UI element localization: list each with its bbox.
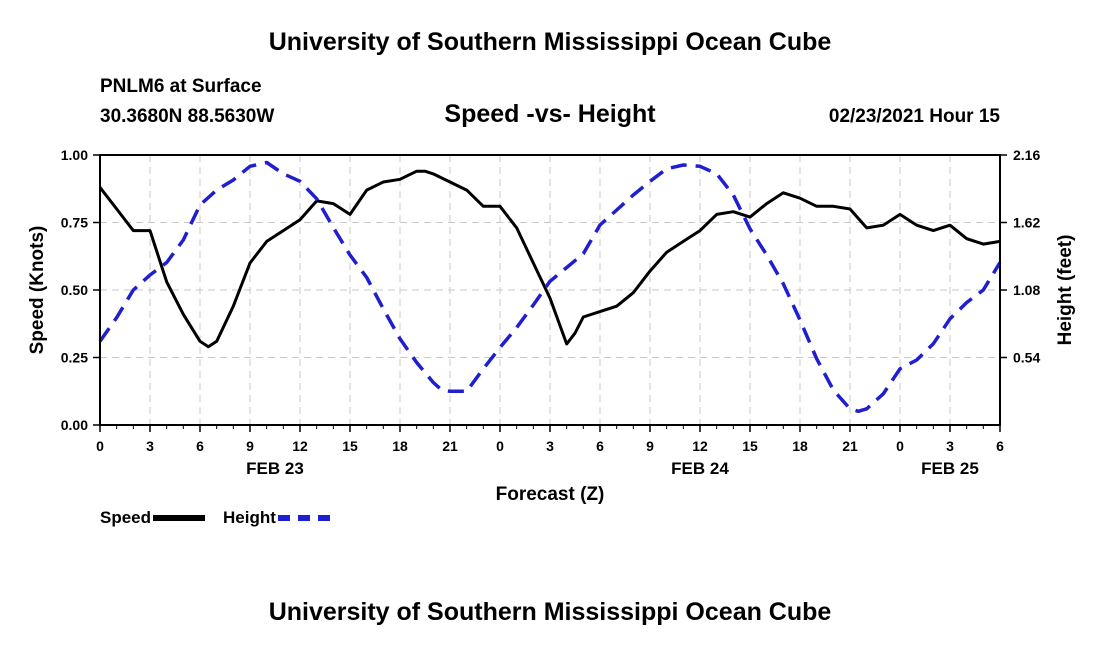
legend-speed-label: Speed (100, 508, 152, 527)
y-tick-label: 0.00 (61, 417, 88, 433)
x-tick-label: 15 (342, 438, 358, 454)
x-tick-label: 0 (496, 438, 504, 454)
coordinates-label: 30.3680N 88.5630W (100, 106, 275, 127)
x-tick-label: 0 (96, 438, 104, 454)
y2-tick-label: 2.16 (1013, 147, 1040, 163)
forecast-datetime: 02/23/2021 Hour 15 (828, 106, 1000, 127)
day-label: FEB 24 (671, 459, 729, 478)
x-tick-label: 3 (146, 438, 154, 454)
speed-series-line (98, 169, 1001, 349)
x-tick-label: 3 (546, 438, 554, 454)
x-tick-label: 6 (996, 438, 1004, 454)
x-tick-label: 6 (596, 438, 604, 454)
day-label: FEB 25 (921, 459, 979, 478)
x-tick-label: 18 (392, 438, 408, 454)
x-tick-label: 21 (842, 438, 858, 454)
x-axis-label: Forecast (Z) (496, 484, 605, 505)
top-title: University of Southern Mississippi Ocean… (268, 28, 832, 56)
legend-height-swatch (277, 515, 330, 521)
legend-speed-swatch (153, 515, 206, 521)
day-label: FEB 23 (246, 459, 304, 478)
series-layer (98, 160, 1002, 414)
x-tick-label: 12 (692, 438, 708, 454)
chart-title: Speed -vs- Height (444, 100, 656, 128)
station-label: PNLM6 at Surface (100, 76, 262, 97)
y2-tick-label: 1.08 (1013, 282, 1040, 298)
height-series-line (98, 160, 1002, 414)
y2-axis-label: Height (feet) (1055, 235, 1076, 346)
x-tick-label: 21 (442, 438, 458, 454)
grid (100, 155, 1000, 425)
y-axis-label: Speed (Knots) (27, 226, 48, 355)
x-tick-label: 6 (196, 438, 204, 454)
y-tick-label: 0.50 (61, 282, 88, 298)
legend-height-label: Height (223, 508, 276, 527)
x-tick-label: 3 (946, 438, 954, 454)
axes: 0 3 6 9 12 15 18 21 0 3 6 9 12 15 18 21 0 3 6 FEB 23 FEB 24 F… (61, 147, 1041, 478)
legend: Speed Height (100, 508, 348, 528)
x-tick-label: 0 (896, 438, 904, 454)
y-tick-label: 0.75 (61, 215, 88, 231)
x-tick-label: 9 (646, 438, 654, 454)
x-tick-label: 15 (742, 438, 758, 454)
y-tick-label: 0.25 (61, 350, 88, 366)
y2-tick-label: 1.62 (1013, 215, 1040, 231)
bottom-title: University of Southern Mississippi Ocean… (268, 598, 832, 626)
y2-tick-label: 0.54 (1013, 350, 1040, 366)
x-tick-label: 18 (792, 438, 808, 454)
x-tick-label: 9 (246, 438, 254, 454)
x-tick-label: 12 (292, 438, 308, 454)
y-tick-label: 1.00 (61, 147, 88, 163)
